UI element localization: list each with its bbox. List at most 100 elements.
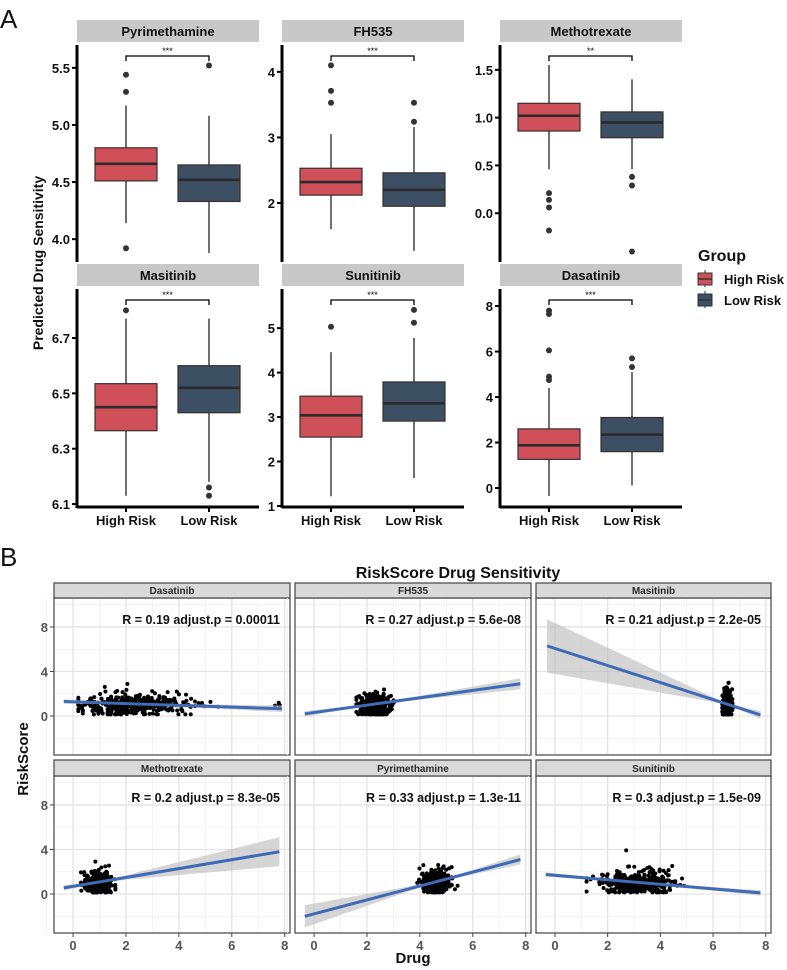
facet-masitinib: Masitinib 6.1 6.3 6.5 6.7 *** High Risk Low Ris… [52, 264, 259, 528]
facet-strip [282, 20, 464, 42]
scatter-point [661, 890, 666, 895]
y-tick-label: 4 [41, 842, 49, 857]
box-high-risk [94, 307, 158, 496]
scatter-point [667, 887, 672, 892]
facet-title: Dasatinib [149, 586, 194, 597]
scatter-point [639, 889, 644, 894]
outlier-point [411, 118, 417, 125]
box [600, 111, 664, 139]
facet-fh535: FH535 2 3 4 *** [268, 20, 464, 262]
significance-bracket [548, 55, 633, 61]
scatter-point [426, 888, 431, 893]
significance-bracket [125, 299, 210, 305]
y-tick-label: 2 [268, 196, 275, 211]
facet-title: Sunitinib [345, 268, 401, 283]
scatter-point [184, 692, 189, 697]
y-tick-label: 3 [268, 130, 275, 145]
scatter-point [642, 887, 647, 892]
facet-title: Methotrexate [551, 24, 632, 39]
y-tick-label: 2 [268, 455, 275, 470]
outlier-point [629, 248, 635, 255]
x-tick-label: 8 [522, 938, 529, 953]
scatter-point [605, 872, 610, 877]
scatter-point [597, 882, 602, 887]
scatter-point [614, 869, 619, 874]
scatter-point [618, 889, 623, 894]
scatter-point [97, 709, 102, 714]
y-axis-title: RiskScore [15, 722, 32, 795]
scatter-point [176, 692, 181, 697]
box-low-risk [600, 355, 664, 486]
facet-title: Sunitinib [632, 764, 675, 775]
scatter-point [375, 693, 380, 698]
scatter-point [152, 691, 157, 696]
scatter-point [99, 696, 104, 701]
scatter-point [436, 862, 441, 867]
scatter-point [606, 882, 611, 887]
outlier-point [411, 306, 417, 313]
scatter-point [124, 687, 129, 692]
box [299, 395, 363, 438]
scatter-point [365, 695, 370, 700]
box-low-risk [177, 318, 241, 499]
scatter-point [120, 690, 125, 695]
scatter-point [366, 700, 371, 705]
significance-label: ** [587, 46, 595, 56]
scatter-point [609, 880, 614, 885]
scatter-facet-pyrimethamine: Pyrimethamine R = 0.33 adjust.p = 1.3e-11… [287, 759, 532, 953]
scatter-point [103, 864, 108, 869]
scatter-facet-masitinib: Masitinib R = 0.21 adjust.p = 2.2e-05 [528, 582, 772, 756]
facet-strip [53, 582, 291, 599]
scatter-point [600, 880, 605, 885]
scatter-point [666, 873, 671, 878]
panel-a-label: A [0, 4, 18, 34]
y-tick-label: 4 [41, 664, 49, 679]
scatter-point [720, 709, 725, 714]
y-tick-label: 8 [41, 620, 48, 635]
scatter-point [373, 689, 378, 694]
scatter-point [642, 874, 647, 879]
x-tick-label: 6 [709, 938, 716, 953]
scatter-point [99, 887, 104, 892]
scatter-point [102, 684, 107, 689]
scatter-point [92, 706, 97, 711]
scatter-point [196, 701, 201, 706]
scatter-point [723, 712, 728, 717]
significance-label: *** [367, 46, 378, 56]
facet-strip [282, 264, 464, 286]
scatter-point [164, 698, 169, 703]
scatter-point [108, 889, 113, 894]
correlation-annotation: R = 0.21 adjust.p = 2.2e-05 [605, 613, 761, 627]
scatter-point [80, 711, 85, 716]
scatter-point [165, 690, 170, 695]
y-tick-label: 5.5 [52, 61, 70, 76]
scatter-point [661, 887, 666, 892]
scatter-point [663, 879, 668, 884]
outlier-point [206, 484, 212, 491]
box [517, 102, 581, 132]
scatter-point [635, 888, 640, 893]
y-tick-label: 0.5 [475, 158, 493, 173]
scatter-point [138, 698, 143, 703]
x-tick-label: High Risk [96, 513, 157, 528]
scatter-point [151, 707, 156, 712]
y-tick-label: 6.5 [52, 386, 70, 401]
y-tick-label: 0 [41, 709, 48, 724]
x-tick-label: 6 [228, 938, 235, 953]
facet-strip [535, 582, 772, 599]
outlier-point [123, 88, 129, 95]
outlier-point [629, 173, 635, 180]
scatter-point [140, 706, 145, 711]
x-tick-label: 6 [469, 938, 476, 953]
y-tick-label: 1 [268, 499, 275, 514]
scatter-point [666, 868, 671, 873]
x-tick-label: 4 [416, 938, 424, 953]
box-low-risk [177, 62, 241, 253]
outlier-point [328, 99, 334, 106]
scatter-point [354, 709, 359, 714]
scatter-point [455, 883, 460, 888]
scatter-point [382, 687, 387, 692]
scatter-point [431, 890, 436, 895]
scatter-point [100, 711, 105, 716]
